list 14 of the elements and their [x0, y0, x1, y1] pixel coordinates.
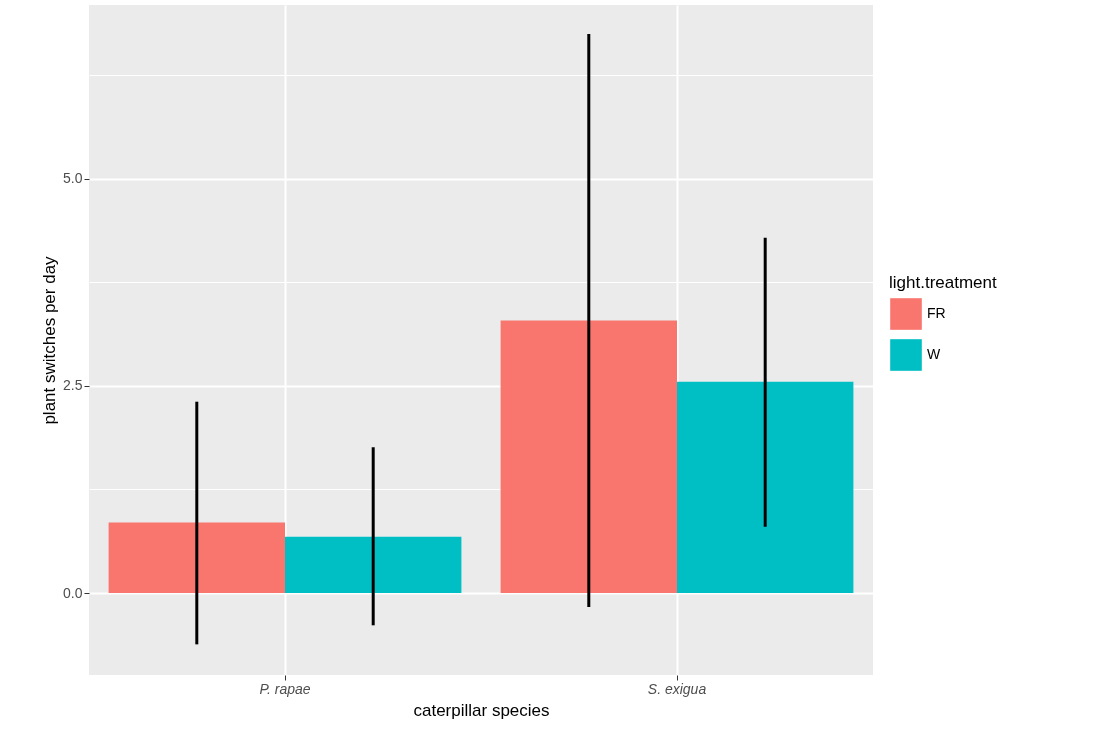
x-tick-label: P. rapae: [259, 680, 311, 697]
bar: [285, 536, 462, 594]
bar: [677, 381, 854, 594]
x-tick-label: S. exigua: [647, 680, 707, 697]
y-tick-label: 2.5: [63, 377, 83, 394]
legend-label: W: [927, 346, 941, 362]
bar: [500, 320, 677, 594]
legend-label: FR: [927, 305, 946, 321]
y-axis-title: plant switches per day: [40, 255, 60, 425]
y-tick-label: 0.0: [63, 584, 83, 601]
bar: [108, 522, 285, 594]
x-axis-title: caterpillar species: [413, 700, 550, 720]
y-tick-label: 5.0: [63, 170, 83, 187]
legend-title: light.treatment: [889, 273, 997, 292]
